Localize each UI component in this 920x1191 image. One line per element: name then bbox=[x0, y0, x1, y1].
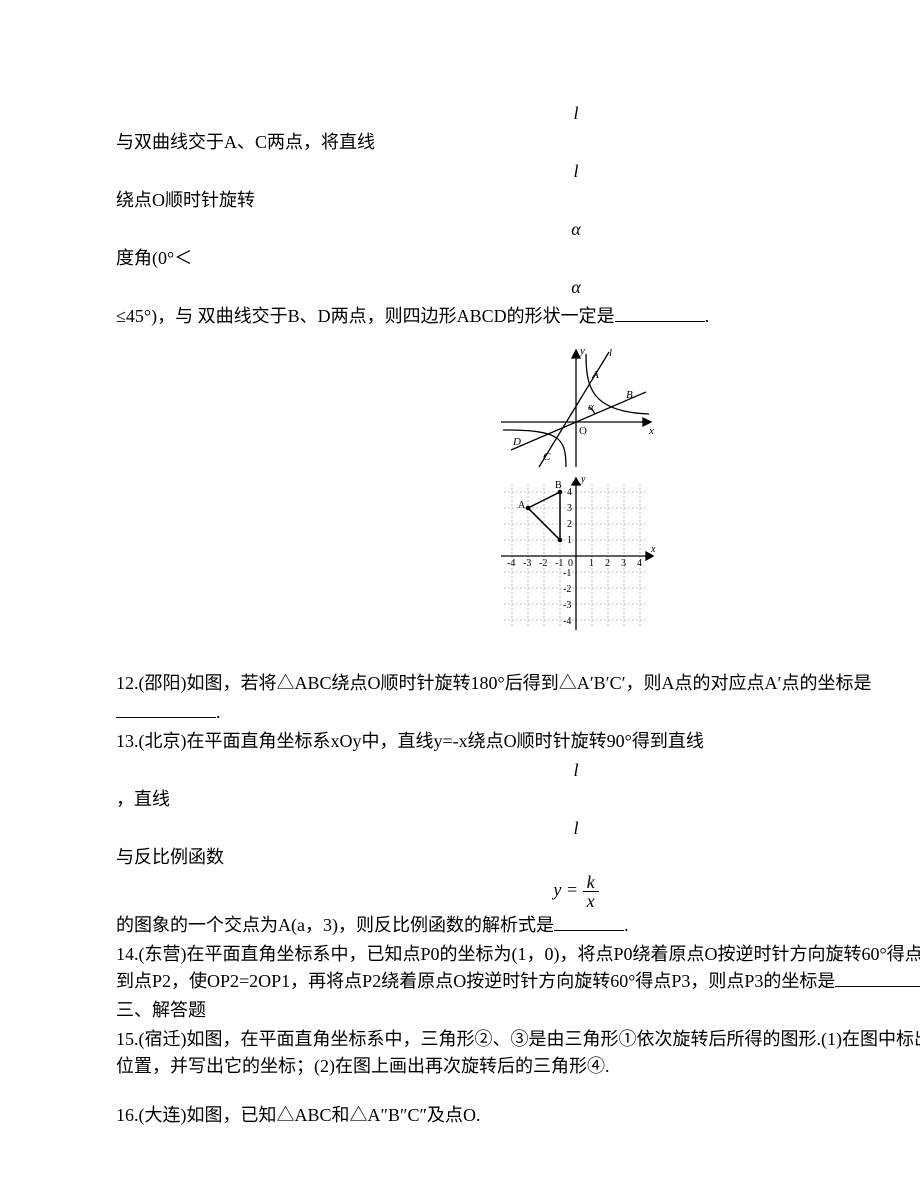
section-3-heading: 三、解答题 bbox=[116, 997, 920, 1024]
xtick: -3 bbox=[523, 558, 531, 569]
symbol-l-3: l bbox=[116, 757, 920, 784]
q13-line1: 13.(北京)在平面直角坐标系xOy中，直线y=-x绕点O顺时针旋转90°得到直… bbox=[116, 728, 920, 755]
figures-block: y x O l A B C D α bbox=[116, 342, 920, 632]
point-b-label: B bbox=[626, 389, 633, 401]
angle-alpha-label: α bbox=[588, 401, 594, 413]
ytick: -4 bbox=[563, 616, 571, 627]
q12-line1: 12.(邵阳)如图，若将△ABC绕点O顺时针旋转180°后得到△A′B′C′，则… bbox=[116, 670, 920, 697]
eq-num: k bbox=[583, 873, 599, 892]
q11-line4: ≤45°)，与 双曲线交于B、D两点，则四边形ABCD的形状一定是. bbox=[116, 303, 920, 330]
q13-line4: 的图象的一个交点为A(a，3)，则反比例函数的解析式是. bbox=[116, 912, 920, 939]
line-l-label: l bbox=[609, 347, 612, 359]
ytick: -3 bbox=[563, 600, 571, 611]
origin-label: O bbox=[579, 425, 587, 437]
ytick: 1 bbox=[567, 535, 572, 546]
q13-line4-text: 的图象的一个交点为A(a，3)，则反比例函数的解析式是 bbox=[116, 915, 554, 935]
axis-y-label: y bbox=[579, 345, 585, 357]
q11-line1: 与双曲线交于A、C两点，将直线 bbox=[116, 129, 920, 156]
point-c-label: C bbox=[543, 451, 551, 463]
q13-line4-suffix: . bbox=[624, 915, 629, 935]
blank bbox=[615, 303, 705, 322]
q13-line2: ，直线 bbox=[116, 786, 920, 813]
symbol-alpha-2: α bbox=[116, 274, 920, 301]
q15-text: 15.(宿迁)如图，在平面直角坐标系中，三角形②、③是由三角形①依次旋转后所得的… bbox=[116, 1026, 920, 1080]
eq-fraction: kx bbox=[583, 873, 599, 910]
symbol-l-4: l bbox=[116, 815, 920, 842]
q12-suffix: . bbox=[216, 702, 221, 722]
xtick: -4 bbox=[507, 558, 515, 569]
xtick: 3 bbox=[621, 558, 626, 569]
eq-den: x bbox=[583, 892, 599, 910]
point-d-label: D bbox=[512, 436, 521, 448]
figure-grid-triangle: y x A B 0 -4 -3 -2 -1 1 2 3 4 1 2 3 4 -1… bbox=[491, 472, 661, 632]
ytick: 2 bbox=[567, 519, 572, 530]
xtick: 2 bbox=[605, 558, 610, 569]
q13-line3: 与反比例函数 bbox=[116, 844, 920, 871]
vertex-b-label: B bbox=[555, 480, 562, 491]
eq-lhs: y = bbox=[553, 880, 582, 900]
axis-x-label: x bbox=[648, 425, 654, 437]
ytick: -1 bbox=[563, 568, 571, 579]
ytick: 3 bbox=[567, 503, 572, 514]
ytick: 4 bbox=[567, 487, 572, 498]
q11-line4-text: ≤45°)，与 双曲线交于B、D两点，则四边形ABCD的形状一定是 bbox=[116, 306, 615, 326]
symbol-l: l bbox=[116, 100, 920, 127]
blank bbox=[835, 968, 920, 987]
vertex-a-label: A bbox=[518, 500, 526, 511]
xtick: 1 bbox=[589, 558, 594, 569]
q14-text: 14.(东营)在平面直角坐标系中，已知点P0的坐标为(1，0)，将点P0绕着原点… bbox=[116, 941, 920, 995]
blank bbox=[116, 699, 216, 718]
q11-line4-suffix: . bbox=[705, 306, 710, 326]
q11-line2: 绕点O顺时针旋转 bbox=[116, 187, 920, 214]
grid-x-label: x bbox=[650, 544, 656, 555]
symbol-alpha: α bbox=[116, 216, 920, 243]
grid-y-label: y bbox=[580, 474, 586, 485]
q13-equation: y = kx bbox=[116, 873, 920, 910]
q11-line3: 度角(0°＜ bbox=[116, 245, 920, 272]
ytick: -2 bbox=[563, 584, 571, 595]
q16-text: 16.(大连)如图，已知△ABC和△A″B″C″及点O. bbox=[116, 1102, 920, 1129]
q12-blank-line: . bbox=[116, 699, 920, 726]
symbol-l-2: l bbox=[116, 158, 920, 185]
point-a-label: A bbox=[591, 369, 599, 381]
xtick: 4 bbox=[637, 558, 642, 569]
q14-body: 14.(东营)在平面直角坐标系中，已知点P0的坐标为(1，0)，将点P0绕着原点… bbox=[116, 944, 920, 991]
figure-hyperbola: y x O l A B C D α bbox=[491, 342, 661, 472]
xtick: -2 bbox=[539, 558, 547, 569]
blank bbox=[554, 912, 624, 931]
